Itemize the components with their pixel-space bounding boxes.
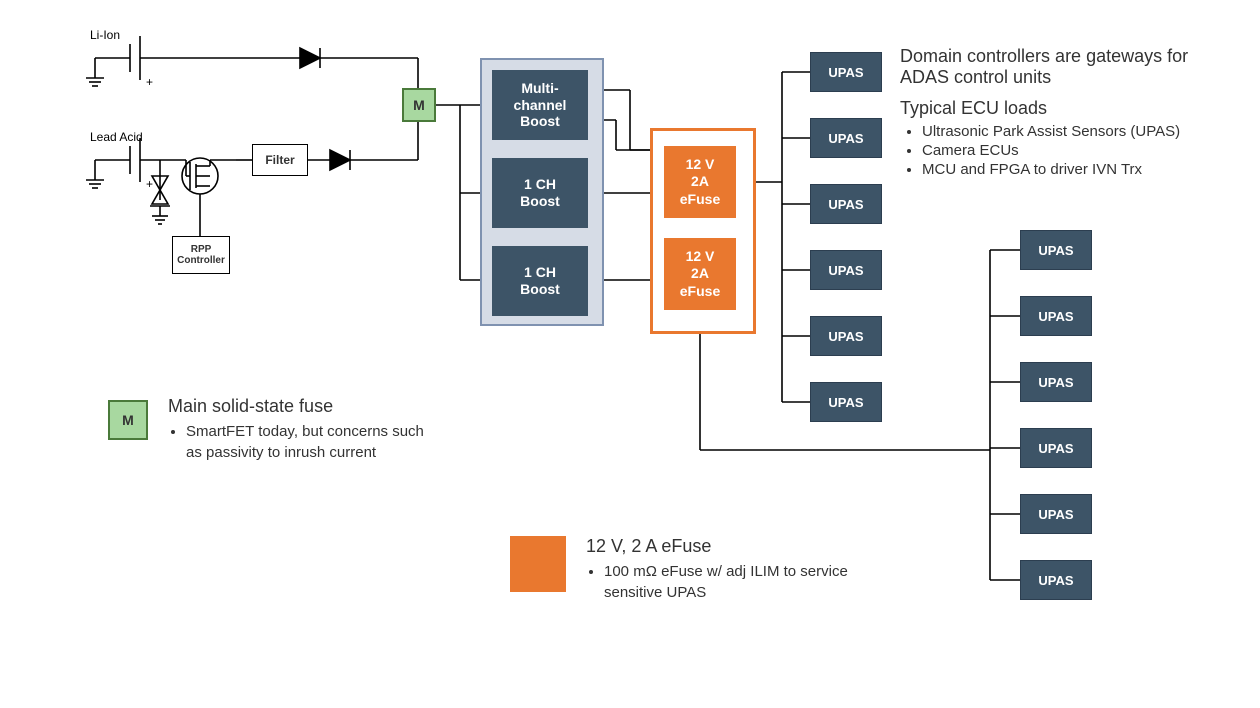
legend-efuse-title: 12 V, 2 A eFuse <box>586 536 896 557</box>
upas-right-1: UPAS <box>1020 230 1092 270</box>
ecu-load-item: Camera ECUs <box>922 142 1230 159</box>
svg-text:+: + <box>146 177 153 191</box>
efuse-block-top: 12 V 2A eFuse <box>664 146 736 218</box>
upas-right-5: UPAS <box>1020 494 1092 534</box>
upas-right-2: UPAS <box>1020 296 1092 336</box>
ecu-load-item: MCU and FPGA to driver IVN Trx <box>922 161 1230 178</box>
legend-efuse-bullet: 100 mΩ eFuse w/ adj ILIM to service sens… <box>604 561 896 603</box>
main-fuse-m-box: M <box>402 88 436 122</box>
upas-right-6: UPAS <box>1020 560 1092 600</box>
upas-left-3: UPAS <box>810 184 882 224</box>
filter-box: Filter <box>252 144 308 176</box>
efuse-block-bottom: 12 V 2A eFuse <box>664 238 736 310</box>
upas-left-5: UPAS <box>810 316 882 356</box>
headline-2: Typical ECU loads <box>900 98 1230 119</box>
upas-left-4: UPAS <box>810 250 882 290</box>
legend-m-text: Main solid-state fuse SmartFET today, bu… <box>168 396 438 465</box>
leadacid-label: Lead Acid <box>90 130 143 144</box>
headline-block: Domain controllers are gateways for ADAS… <box>900 46 1230 180</box>
boost-block-multichannel: Multi- channel Boost <box>492 70 588 140</box>
upas-right-3: UPAS <box>1020 362 1092 402</box>
legend-efuse-text: 12 V, 2 A eFuse 100 mΩ eFuse w/ adj ILIM… <box>586 536 896 605</box>
upas-right-4: UPAS <box>1020 428 1092 468</box>
upas-left-1: UPAS <box>810 52 882 92</box>
rpp-controller-box: RPP Controller <box>172 236 230 274</box>
boost-block-1ch-b: 1 CH Boost <box>492 246 588 316</box>
legend-efuse-icon <box>510 536 566 592</box>
liion-label: Li-Ion <box>90 28 120 42</box>
ecu-load-item: Ultrasonic Park Assist Sensors (UPAS) <box>922 123 1230 140</box>
headline-1: Domain controllers are gateways for ADAS… <box>900 46 1230 88</box>
svg-text:+: + <box>146 75 153 89</box>
boost-block-1ch-a: 1 CH Boost <box>492 158 588 228</box>
legend-m-icon: M <box>108 400 148 440</box>
upas-left-6: UPAS <box>810 382 882 422</box>
upas-left-2: UPAS <box>810 118 882 158</box>
legend-m-bullet: SmartFET today, but concerns such as pas… <box>186 421 438 463</box>
ecu-loads-list: Ultrasonic Park Assist Sensors (UPAS) Ca… <box>900 123 1230 178</box>
legend-m-title: Main solid-state fuse <box>168 396 438 417</box>
